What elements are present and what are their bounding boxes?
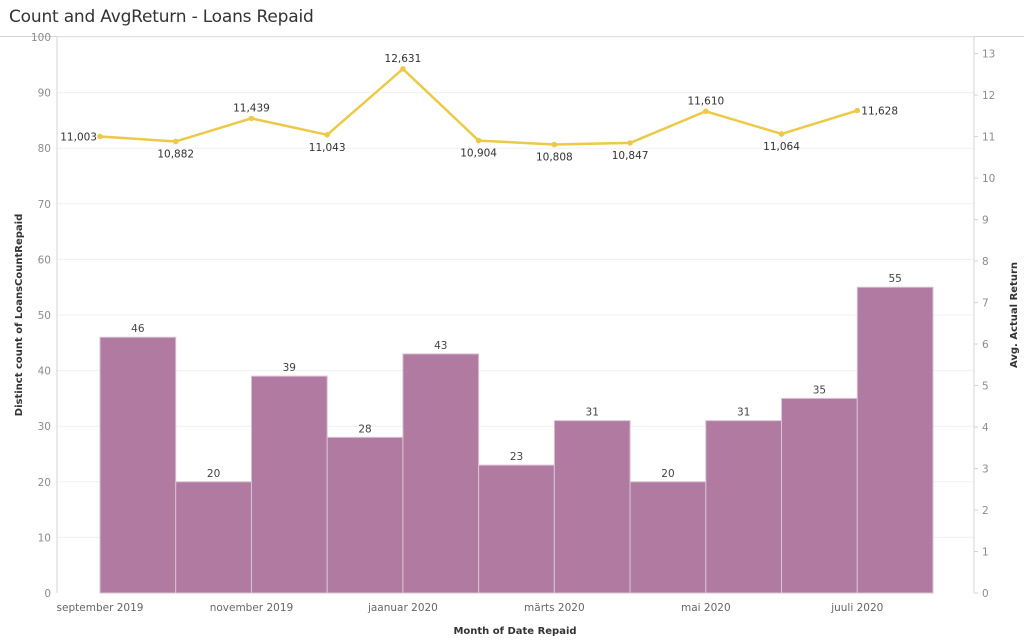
y-tick-label: 90 — [38, 88, 51, 100]
bar-value-label: 28 — [358, 423, 371, 435]
line-value-label: 11,610 — [687, 95, 724, 107]
y2-tick-label: 4 — [982, 422, 989, 434]
line-value-label: 10,808 — [536, 152, 573, 164]
y2-tick-label: 7 — [982, 298, 989, 310]
line-point[interactable] — [97, 133, 103, 140]
y2-tick-label: 2 — [982, 505, 989, 517]
y2-tick-label: 13 — [982, 49, 995, 61]
avg-return-line[interactable] — [99, 67, 858, 146]
bar[interactable] — [705, 420, 783, 594]
bar[interactable] — [99, 336, 177, 594]
bar-value-label: 35 — [813, 384, 826, 396]
x-tick-label: november 2019 — [210, 602, 293, 614]
y-tick-label: 100 — [31, 32, 51, 44]
y-tick-label: 30 — [38, 421, 51, 433]
bar-value-label: 46 — [131, 323, 145, 335]
bar-value-label: 23 — [510, 451, 523, 463]
y-tick-label: 10 — [38, 532, 51, 544]
y-tick-label: 60 — [38, 254, 51, 266]
y-tick-label: 70 — [38, 199, 51, 211]
y-axis-title: Distinct count of LoansCountRepaid — [14, 214, 25, 416]
bar-value-label: 43 — [434, 340, 447, 352]
line-point[interactable] — [854, 107, 861, 114]
line-value-label: 11,064 — [763, 141, 800, 153]
bar[interactable] — [478, 464, 555, 594]
bar-value-label: 55 — [888, 273, 901, 285]
line-point[interactable] — [248, 115, 255, 122]
line-series: 11,003 10,882 11,439 11,043 12,631 10,904 10,8… — [60, 53, 898, 164]
line-point[interactable] — [551, 141, 558, 148]
y2-tick-label: 1 — [982, 547, 989, 559]
x-tick-label: juuli 2020 — [830, 602, 883, 614]
x-axis-title: Month of Date Repaid — [453, 626, 576, 637]
bar[interactable] — [781, 397, 858, 594]
x-tick-label: september 2019 — [57, 602, 144, 614]
line-point[interactable] — [703, 108, 709, 115]
line-point[interactable] — [324, 131, 330, 138]
bar-value-label: 39 — [283, 362, 296, 374]
line-value-label: 12,631 — [385, 53, 422, 65]
y2-tick-label: 5 — [982, 381, 989, 393]
y2-tick-label: 9 — [982, 215, 989, 227]
line-point[interactable] — [475, 137, 482, 144]
x-tick-label: mai 2020 — [681, 602, 731, 614]
line-point[interactable] — [627, 140, 633, 146]
bar[interactable] — [250, 375, 328, 594]
y-tick-label: 0 — [44, 588, 51, 600]
x-tick-label: märts 2020 — [524, 602, 585, 614]
bar-series: 46 20 39 28 43 23 31 20 31 35 55 — [99, 273, 934, 594]
bar-value-label: 20 — [207, 468, 220, 480]
y2-tick-label: 0 — [982, 588, 989, 600]
axes: 0102030405060708090100012345678910111213… — [14, 32, 1020, 637]
bar[interactable] — [553, 420, 631, 594]
y2-tick-label: 8 — [982, 256, 989, 268]
line-value-label: 11,003 — [60, 131, 97, 143]
y-tick-label: 50 — [38, 310, 51, 322]
chart-title: Count and AvgReturn - Loans Repaid — [9, 7, 314, 27]
y2-tick-label: 10 — [982, 173, 995, 185]
y-tick-label: 20 — [38, 477, 51, 489]
y2-tick-label: 3 — [982, 464, 989, 476]
line-value-label: 11,439 — [233, 102, 270, 114]
line-point[interactable] — [400, 66, 406, 72]
line-value-label: 10,904 — [460, 148, 497, 160]
line-value-label: 11,628 — [861, 106, 898, 118]
bar[interactable] — [326, 436, 404, 594]
line-value-label: 10,882 — [157, 148, 194, 160]
line-point[interactable] — [778, 131, 785, 137]
y-tick-label: 80 — [38, 143, 51, 155]
line-value-label: 10,847 — [612, 150, 649, 162]
x-tick-label: jaanuar 2020 — [367, 602, 438, 614]
line-point[interactable] — [172, 138, 179, 145]
y2-tick-label: 12 — [982, 90, 995, 102]
bar[interactable] — [175, 481, 252, 594]
bar-value-label: 20 — [661, 468, 674, 480]
y2-tick-label: 11 — [982, 132, 995, 144]
bar-value-label: 31 — [737, 407, 750, 419]
y-tick-label: 40 — [38, 366, 51, 378]
y2-axis-title: Avg. Actual Return — [1009, 262, 1020, 368]
y2-tick-label: 6 — [982, 339, 989, 351]
bar[interactable] — [402, 353, 480, 594]
bar[interactable] — [629, 481, 707, 594]
line-value-label: 11,043 — [309, 142, 346, 154]
bar-value-label: 31 — [586, 407, 599, 419]
bar[interactable] — [856, 286, 934, 594]
